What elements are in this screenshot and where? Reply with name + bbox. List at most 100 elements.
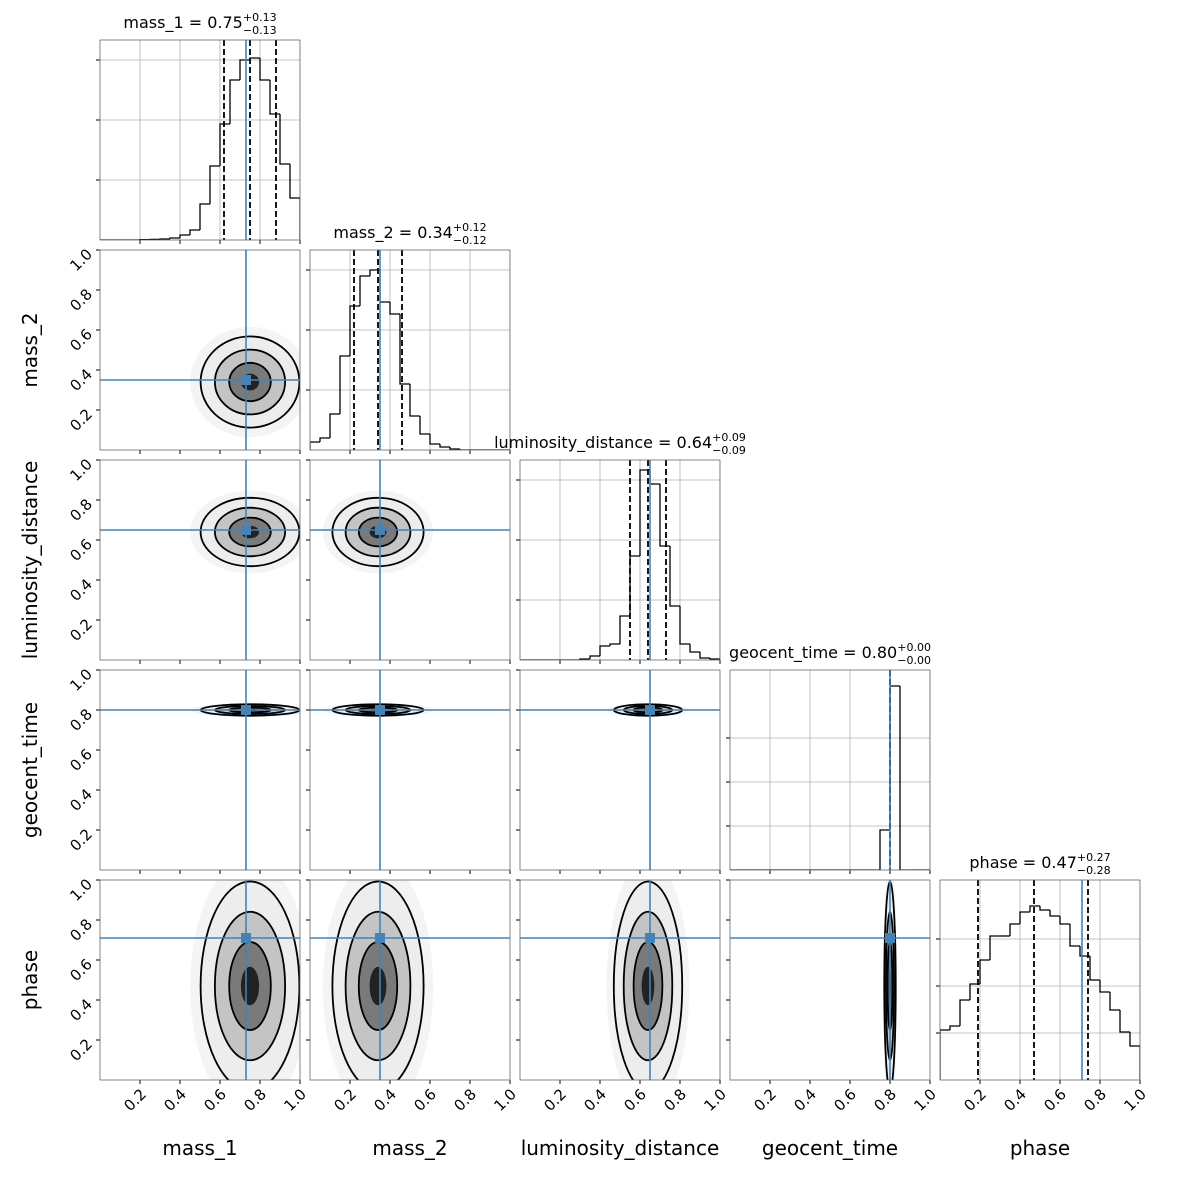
panel bbox=[520, 670, 720, 870]
x-tick-label: 0.8 bbox=[660, 1085, 690, 1115]
hist-step bbox=[389, 302, 400, 315]
x-tick-label: 1.0 bbox=[490, 1085, 520, 1115]
truth-marker bbox=[241, 375, 251, 385]
hist-step bbox=[599, 645, 610, 656]
truth-marker bbox=[645, 933, 655, 943]
hist-step bbox=[1099, 980, 1110, 993]
x-axis-label: geocent_time bbox=[762, 1136, 898, 1160]
hist-step bbox=[629, 555, 640, 616]
y-tick-label: 0.2 bbox=[66, 1035, 96, 1065]
x-axis-label: luminosity_distance bbox=[521, 1136, 720, 1160]
panel bbox=[100, 460, 300, 660]
hist-step bbox=[189, 229, 200, 235]
truth-marker bbox=[375, 933, 385, 943]
x-tick-label: 0.4 bbox=[790, 1085, 820, 1115]
panel-title: phase = 0.47+0.27 −0.28 bbox=[969, 851, 1110, 877]
y-axis-label: geocent_time bbox=[18, 702, 42, 838]
panel bbox=[730, 670, 930, 870]
hist-step bbox=[179, 234, 190, 238]
panel-frame bbox=[729, 879, 931, 1081]
panel-frame bbox=[99, 879, 301, 1081]
y-tick-label: 0.6 bbox=[66, 535, 96, 565]
hist-step bbox=[679, 606, 690, 645]
truth-marker bbox=[645, 705, 655, 715]
y-axis-label: luminosity_distance bbox=[18, 461, 42, 660]
hist-step bbox=[289, 164, 300, 240]
x-tick-label: 0.4 bbox=[370, 1085, 400, 1115]
y-tick-label: 1.0 bbox=[66, 665, 96, 695]
hist-step bbox=[369, 269, 380, 276]
x-tick-label: 1.0 bbox=[910, 1085, 940, 1115]
panel-frame bbox=[519, 879, 721, 1081]
hist-step bbox=[239, 59, 250, 80]
hist-step bbox=[199, 203, 210, 230]
hist-step bbox=[439, 444, 450, 448]
truth-marker bbox=[241, 933, 251, 943]
panel bbox=[310, 460, 510, 660]
hist-step bbox=[419, 416, 430, 435]
hist-step bbox=[689, 644, 700, 653]
y-tick-label: 0.6 bbox=[66, 955, 96, 985]
x-axis-label: mass_2 bbox=[372, 1136, 447, 1160]
hist-step bbox=[349, 305, 360, 356]
x-tick-label: 0.6 bbox=[1040, 1085, 1070, 1115]
panel-frame bbox=[519, 669, 721, 871]
panel bbox=[520, 880, 720, 1080]
y-tick-label: 1.0 bbox=[66, 875, 96, 905]
hist-step bbox=[589, 655, 600, 659]
hist-step bbox=[409, 384, 420, 417]
panel bbox=[310, 670, 510, 870]
hist-step bbox=[459, 449, 470, 450]
x-tick-label: 0.8 bbox=[1080, 1085, 1110, 1115]
hist-step bbox=[1039, 906, 1050, 911]
hist-step bbox=[879, 829, 890, 870]
x-axis-label: mass_1 bbox=[162, 1136, 237, 1160]
panel-title: mass_2 = 0.34+0.12 −0.12 bbox=[333, 221, 486, 247]
hist-step bbox=[449, 447, 460, 450]
panel bbox=[730, 880, 930, 1080]
hist-step bbox=[259, 58, 270, 81]
y-axis-label: phase bbox=[18, 950, 42, 1010]
hist-step bbox=[669, 546, 680, 607]
panel-frame bbox=[309, 459, 511, 661]
truth-marker bbox=[241, 525, 251, 535]
panel bbox=[100, 40, 300, 240]
x-tick-label: 1.0 bbox=[1120, 1085, 1150, 1115]
panel-frame bbox=[309, 669, 511, 871]
hist-step bbox=[649, 470, 660, 485]
y-tick-label: 0.4 bbox=[66, 995, 96, 1025]
hist-step bbox=[619, 615, 630, 644]
x-tick-label: 0.4 bbox=[160, 1085, 190, 1115]
x-tick-label: 0.6 bbox=[200, 1085, 230, 1115]
panel bbox=[310, 880, 510, 1080]
y-tick-label: 0.4 bbox=[66, 785, 96, 815]
panel-frame bbox=[309, 879, 511, 1081]
panel bbox=[310, 250, 510, 450]
x-tick-label: 0.2 bbox=[330, 1085, 360, 1115]
hist-step bbox=[1129, 1032, 1140, 1080]
hist-step bbox=[1029, 905, 1040, 912]
hist-step bbox=[1089, 956, 1100, 981]
y-tick-label: 0.2 bbox=[66, 825, 96, 855]
hist-step bbox=[959, 999, 970, 1026]
panel bbox=[940, 880, 1140, 1080]
panel-frame bbox=[939, 879, 1141, 1081]
hist-step bbox=[269, 80, 280, 115]
y-tick-label: 1.0 bbox=[66, 245, 96, 275]
truth-marker bbox=[375, 525, 385, 535]
hist-step bbox=[429, 434, 440, 445]
y-tick-label: 0.8 bbox=[66, 915, 96, 945]
hist-step bbox=[1049, 910, 1060, 917]
y-tick-label: 0.4 bbox=[66, 365, 96, 395]
panel bbox=[100, 670, 300, 870]
x-tick-label: 0.4 bbox=[580, 1085, 610, 1115]
hist-step bbox=[889, 685, 900, 830]
panel-frame bbox=[99, 459, 301, 661]
y-tick-label: 0.6 bbox=[66, 745, 96, 775]
density-contour bbox=[240, 966, 260, 1006]
x-tick-label: 0.2 bbox=[750, 1085, 780, 1115]
panel bbox=[100, 250, 300, 450]
panel bbox=[520, 460, 720, 660]
hist-step bbox=[1119, 1010, 1130, 1033]
